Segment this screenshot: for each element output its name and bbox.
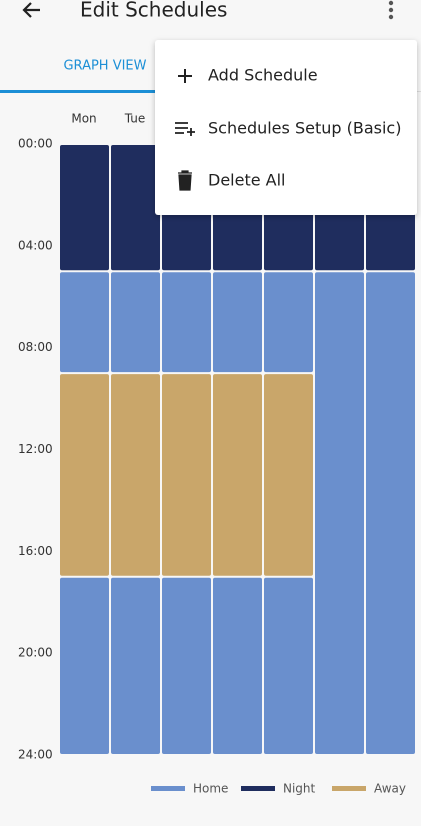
schedule-block — [111, 374, 160, 576]
legend-label: Away — [374, 782, 406, 796]
menu-item-delete[interactable]: Delete All — [178, 170, 286, 191]
app-bar: Edit Schedules — [22, 0, 394, 22]
schedule-block — [162, 272, 211, 373]
overflow-menu-button[interactable] — [388, 0, 394, 20]
tab-graph-view[interactable]: GRAPH VIEW — [63, 59, 146, 74]
delete-icon — [178, 170, 192, 191]
y-tick-label: 08:00 — [18, 340, 53, 354]
schedule-block — [162, 374, 211, 576]
y-tick-label: 24:00 — [18, 748, 53, 762]
overflow-menu: Add Schedule Schedules Setup (Basic) Del… — [155, 40, 417, 215]
day-label: Mon — [71, 112, 96, 126]
y-tick-label: 04:00 — [18, 238, 53, 252]
playlist-add-icon — [175, 122, 195, 136]
schedule-block — [366, 272, 415, 754]
schedule-block — [60, 272, 109, 373]
menu-item-label: Schedules Setup (Basic) — [208, 119, 401, 138]
legend-swatch — [151, 786, 185, 791]
schedule-block — [213, 272, 262, 373]
schedule-block — [111, 272, 160, 373]
legend-swatch — [332, 786, 366, 791]
schedule-block — [60, 374, 109, 576]
schedule-block — [315, 272, 364, 754]
y-tick-label: 20:00 — [18, 646, 53, 660]
menu-item-label: Add Schedule — [208, 66, 318, 85]
schedule-block — [264, 577, 313, 754]
back-button[interactable] — [22, 2, 40, 18]
y-tick-label: 00:00 — [18, 137, 53, 151]
menu-item-setup[interactable]: Schedules Setup (Basic) — [175, 119, 401, 138]
y-tick-label: 12:00 — [18, 442, 53, 456]
schedule-block — [264, 374, 313, 576]
schedule-block — [111, 577, 160, 754]
menu-item-label: Delete All — [208, 171, 286, 190]
tab-indicator — [0, 90, 210, 93]
add-icon — [178, 69, 192, 83]
y-tick-label: 16:00 — [18, 544, 53, 558]
schedule-block — [111, 145, 160, 271]
schedule-block — [60, 577, 109, 754]
day-label: Tue — [124, 112, 146, 126]
menu-card — [155, 40, 417, 215]
screen-title: Edit Schedules — [80, 0, 227, 22]
menu-item-add[interactable]: Add Schedule — [178, 66, 318, 85]
schedule-block — [264, 272, 313, 373]
legend-swatch — [241, 786, 275, 791]
schedule-block — [213, 577, 262, 754]
legend-label: Home — [193, 782, 228, 796]
schedule-block — [162, 577, 211, 754]
schedule-block — [213, 374, 262, 576]
schedule-block — [60, 145, 109, 271]
legend-label: Night — [283, 782, 316, 796]
